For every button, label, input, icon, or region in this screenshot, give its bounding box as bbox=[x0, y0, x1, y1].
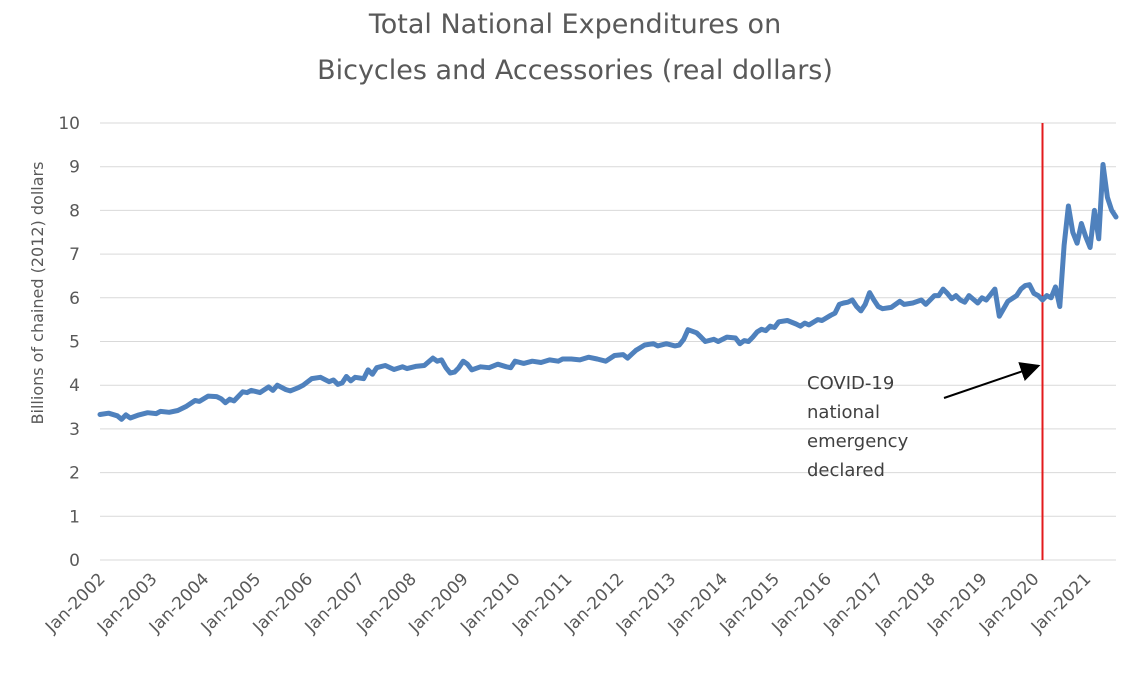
y-tick-label: 2 bbox=[69, 464, 80, 484]
y-tick-label: 7 bbox=[69, 245, 80, 265]
y-tick-label: 1 bbox=[69, 507, 80, 527]
y-tick-label: 9 bbox=[69, 158, 80, 178]
y-axis-label: Billions of chained (2012) dollars bbox=[28, 162, 47, 425]
annotation-line-4: declared bbox=[807, 460, 885, 481]
chart-title-line-2: Bicycles and Accessories (real dollars) bbox=[317, 55, 833, 86]
y-tick-label: 5 bbox=[69, 333, 80, 353]
y-tick-label: 8 bbox=[69, 201, 80, 221]
y-tick-label: 0 bbox=[69, 551, 80, 571]
series-line bbox=[97, 162, 1119, 422]
annotation-line-3: emergency bbox=[807, 431, 909, 452]
chart-title-line-1: Total National Expenditures on bbox=[368, 9, 781, 40]
annotation-arrow bbox=[943, 362, 1041, 399]
y-tick-labels: 0 1 2 3 4 5 6 7 8 9 10 bbox=[58, 114, 80, 571]
annotation-line-2: national bbox=[807, 402, 880, 423]
y-tick-label: 4 bbox=[69, 376, 80, 396]
annotation-line-1: COVID-19 bbox=[807, 373, 894, 394]
y-tick-label: 6 bbox=[69, 289, 80, 309]
y-tick-label: 3 bbox=[69, 420, 80, 440]
y-tick-label: 10 bbox=[58, 114, 80, 134]
y-gridlines bbox=[100, 122, 1116, 561]
x-tick-labels: Jan-2002Jan-2003Jan-2004Jan-2005Jan-2006… bbox=[41, 569, 1095, 637]
